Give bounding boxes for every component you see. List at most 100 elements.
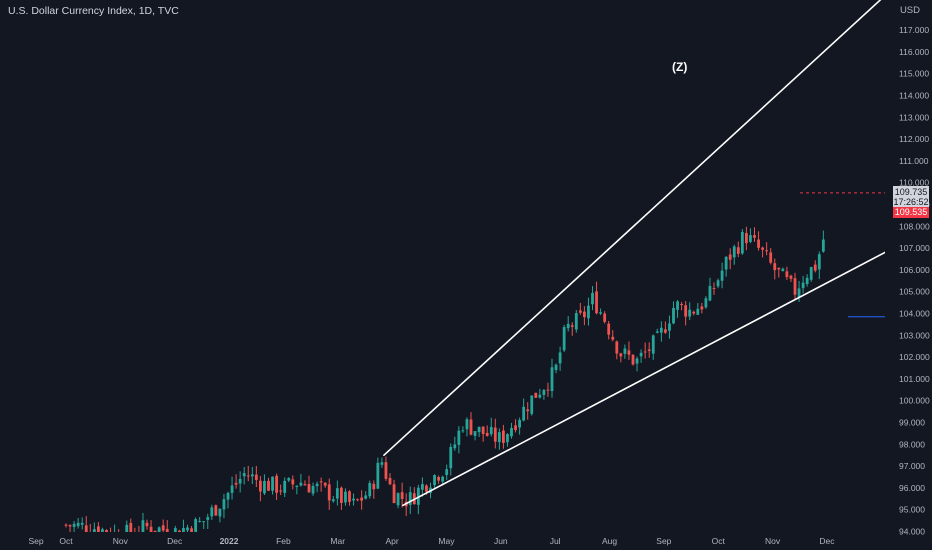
candle-body bbox=[696, 308, 700, 315]
candle-body bbox=[356, 499, 359, 501]
candle-body bbox=[510, 427, 513, 437]
candle-body bbox=[210, 507, 214, 517]
candle-body bbox=[659, 327, 663, 333]
candle-body bbox=[453, 444, 457, 449]
candle-body bbox=[242, 473, 246, 477]
candle-body bbox=[408, 492, 412, 505]
time-axis[interactable]: Sep Oct Nov Dec 2022 Feb Mar Apr May Jun Jul Aug Sep… bbox=[0, 532, 885, 550]
price-axis-bg bbox=[885, 0, 932, 550]
candle-body bbox=[595, 291, 598, 314]
candle-body bbox=[518, 419, 521, 428]
candle-body bbox=[416, 487, 420, 505]
candle-body bbox=[700, 306, 704, 310]
price-tick-label: 105.000 bbox=[899, 287, 930, 297]
candle-body bbox=[522, 406, 526, 421]
candle-body bbox=[643, 351, 647, 353]
candle-body bbox=[384, 462, 388, 479]
candle-body bbox=[538, 394, 542, 398]
price-tick-label: 94.000 bbox=[899, 527, 925, 537]
time-tick-label: Aug bbox=[602, 536, 617, 546]
price-tick-label: 107.000 bbox=[899, 243, 930, 253]
candle-body bbox=[724, 256, 728, 270]
candle-body bbox=[372, 483, 376, 490]
candle-body bbox=[704, 298, 708, 308]
candle-body bbox=[449, 446, 453, 469]
candle-body bbox=[672, 307, 675, 324]
candle-body bbox=[400, 492, 404, 499]
time-tick-label: Jul bbox=[550, 536, 561, 546]
candle-body bbox=[348, 491, 351, 502]
price-tick-label: 116.000 bbox=[899, 47, 929, 57]
candle-body bbox=[344, 491, 347, 503]
candle-series bbox=[64, 226, 825, 550]
current-price-tag: 109.735 17:26:52 bbox=[893, 186, 929, 209]
candle-body bbox=[485, 432, 489, 436]
price-tick-label: 113.000 bbox=[899, 112, 929, 122]
candle-body bbox=[271, 476, 274, 491]
candle-body bbox=[437, 477, 440, 481]
candle-body bbox=[680, 304, 683, 306]
price-tick-label: 106.000 bbox=[899, 265, 930, 275]
candle-body bbox=[76, 522, 80, 527]
candle-body bbox=[161, 525, 165, 531]
price-tick-label: 99.000 bbox=[899, 418, 925, 428]
candle-body bbox=[190, 528, 193, 535]
candle-body bbox=[64, 524, 68, 526]
candle-body bbox=[493, 427, 497, 442]
candle-body bbox=[194, 519, 197, 537]
candle-body bbox=[558, 352, 562, 364]
candle-body bbox=[421, 484, 424, 490]
candle-body bbox=[607, 323, 611, 335]
candle-body bbox=[295, 485, 299, 488]
candle-body bbox=[473, 431, 477, 436]
candle-body bbox=[97, 526, 100, 536]
candle-body bbox=[789, 275, 793, 279]
candle-body bbox=[732, 246, 736, 258]
candle-body bbox=[267, 480, 270, 491]
candle-body bbox=[821, 239, 825, 252]
time-tick-label: Feb bbox=[276, 536, 291, 546]
time-tick-label: Jun bbox=[494, 536, 508, 546]
candle-body bbox=[534, 392, 538, 398]
price-tick-label: 110.000 bbox=[899, 178, 929, 188]
time-tick-label: Oct bbox=[712, 536, 726, 546]
time-tick-label: Mar bbox=[330, 536, 345, 546]
candle-body bbox=[299, 482, 303, 486]
price-tick-label: 111.000 bbox=[899, 156, 929, 166]
candle-body bbox=[246, 475, 250, 477]
candle-body bbox=[327, 484, 331, 501]
candle-body bbox=[234, 482, 238, 485]
candle-body bbox=[469, 419, 473, 435]
candle-body bbox=[311, 485, 315, 494]
candle-body bbox=[214, 505, 218, 516]
candle-body bbox=[206, 517, 210, 520]
candle-body bbox=[129, 523, 133, 534]
candle-body bbox=[222, 499, 226, 510]
candle-body bbox=[797, 288, 801, 298]
candle-body bbox=[619, 353, 623, 357]
candle-body bbox=[352, 498, 355, 501]
candle-body bbox=[692, 311, 696, 314]
price-tick-label: 114.000 bbox=[899, 91, 929, 101]
trendline-layer[interactable] bbox=[383, 0, 932, 507]
price-axis[interactable]: 94.000 95.000 96.000 97.000 98.000 99.000 100.… bbox=[885, 0, 932, 550]
candle-body bbox=[623, 348, 627, 354]
candle-body bbox=[631, 354, 635, 365]
candle-body bbox=[684, 305, 688, 317]
currency-label: USD bbox=[899, 5, 920, 16]
candle-body bbox=[315, 483, 319, 487]
candle-body bbox=[554, 364, 558, 370]
candle-body bbox=[287, 478, 291, 481]
candle-body bbox=[550, 367, 554, 392]
candle-body bbox=[765, 250, 769, 252]
price-tick-label: 95.000 bbox=[899, 505, 925, 515]
candle-body bbox=[92, 529, 96, 535]
candle-body bbox=[611, 336, 615, 340]
candle-body bbox=[676, 301, 679, 310]
candle-body bbox=[226, 492, 230, 500]
candle-body bbox=[319, 481, 323, 483]
candle-body bbox=[546, 389, 550, 391]
price-tick-label: 100.000 bbox=[899, 396, 930, 406]
candle-body bbox=[647, 349, 651, 351]
